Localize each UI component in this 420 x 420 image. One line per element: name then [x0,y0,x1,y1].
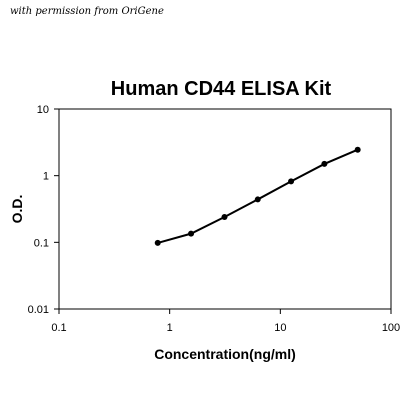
x-axis-ticks: 0.1 1 10 100 [51,309,400,334]
x-tick-label: 100 [382,322,400,334]
y-tick-label: 0.1 [34,237,49,249]
permission-note: with permission from OriGene [10,6,164,17]
y-axis-ticks: 0.01 0.1 1 10 [28,104,59,316]
y-tick-label: 10 [37,104,49,116]
data-point [321,160,328,167]
data-point [254,196,261,203]
x-tick-label: 10 [274,322,286,334]
data-point [288,178,295,185]
plot-frame [58,108,392,310]
data-point [354,146,361,153]
series-line [157,148,359,244]
y-tick-label: 1 [43,171,49,183]
y-axis-label: O.D. [9,195,25,224]
chart-title: Human CD44 ELISA Kit [111,78,332,100]
x-tick-label: 0.1 [51,322,66,334]
x-tick-label: 1 [167,322,173,334]
x-axis-label: Concentration(ng/ml) [154,346,296,362]
data-point [221,213,228,220]
data-point [154,239,161,246]
series-group [154,146,361,246]
y-tick-label: 0.01 [28,304,49,316]
data-point [188,230,195,237]
